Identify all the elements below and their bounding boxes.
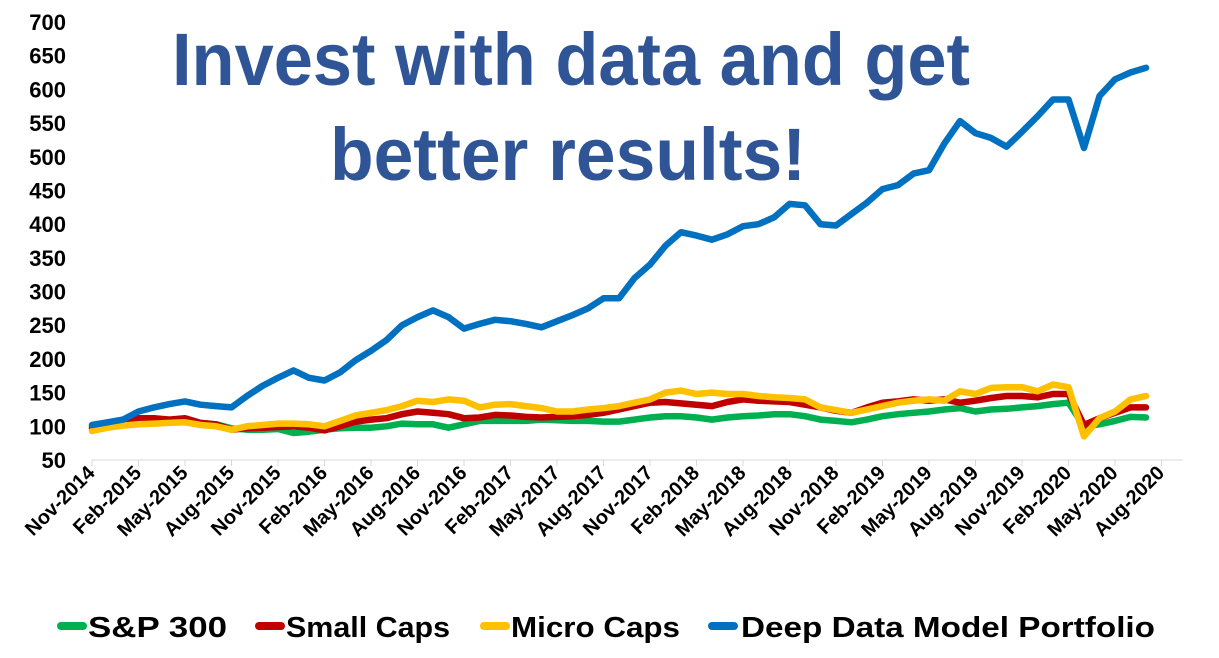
y-tick-label: 200: [29, 347, 66, 372]
legend-label: Small Caps: [286, 612, 450, 644]
y-tick-label: 100: [29, 414, 66, 439]
legend-label: Deep Data Model Portfolio: [741, 612, 1155, 644]
legend-label: S&P 300: [88, 612, 227, 644]
y-tick-label: 600: [29, 77, 66, 102]
y-tick-label: 700: [29, 10, 66, 35]
y-tick-label: 150: [29, 381, 66, 406]
legend: S&P 300 Small Caps Micro Caps Deep Data Mod…: [57, 612, 1155, 644]
y-tick-label: 50: [42, 448, 66, 473]
y-axis: 50 100 150 200 250 300 350 400 450 500 550 600 650 70…: [29, 10, 66, 473]
y-tick-label: 400: [29, 212, 66, 237]
y-tick-label: 350: [29, 246, 66, 271]
legend-label: Micro Caps: [511, 612, 680, 644]
y-tick-label: 450: [29, 178, 66, 203]
y-tick-label: 300: [29, 280, 66, 305]
series-line-micro-caps: [88, 381, 1150, 440]
legend-item-micro-caps: Micro Caps: [480, 612, 680, 644]
legend-item-s-p-300: S&P 300: [57, 612, 227, 644]
series-lines: [88, 64, 1150, 440]
series-line-deep-data-model-portfolio: [88, 64, 1150, 429]
legend-item-deep-data-model-portfolio: Deep Data Model Portfolio: [708, 612, 1155, 644]
x-axis: Nov-2014Feb-2015May-2015Aug-2015Nov-2015…: [21, 459, 1183, 541]
y-tick-label: 500: [29, 145, 66, 170]
y-tick-label: 250: [29, 313, 66, 338]
legend-item-small-caps: Small Caps: [255, 612, 450, 644]
y-tick-label: 650: [29, 44, 66, 69]
chart-title-line-1: Invest with data and get: [172, 18, 970, 101]
chart-title-line-2: better results!: [330, 113, 806, 196]
y-tick-label: 550: [29, 111, 66, 136]
chart-title: Invest with data and get better results!: [172, 18, 970, 196]
